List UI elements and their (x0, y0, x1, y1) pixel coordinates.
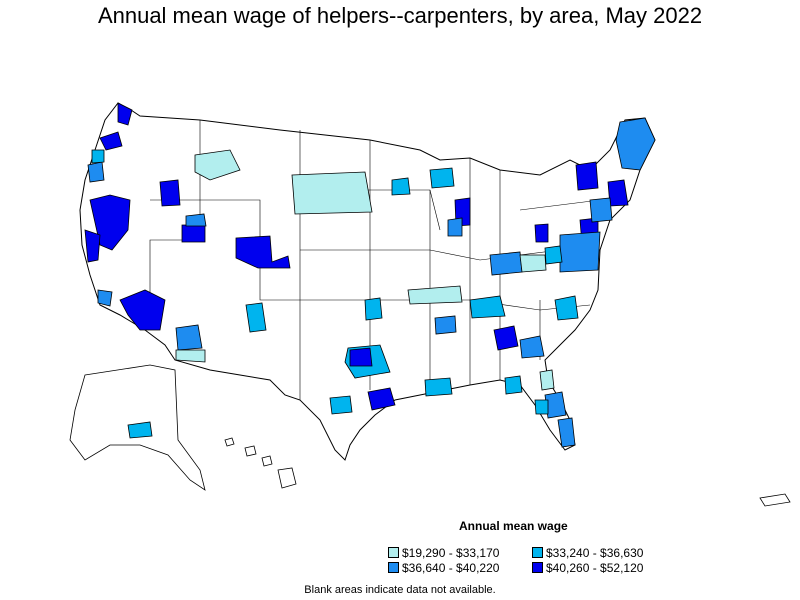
region-tier4 (493, 325, 519, 351)
region-tier1 (194, 149, 241, 181)
region-tier4 (159, 179, 181, 207)
region-tier1 (291, 171, 373, 215)
region-tier3 (447, 217, 463, 237)
region-tier1 (519, 254, 547, 273)
data-availability-note: Blank areas indicate data not available. (304, 584, 496, 596)
legend-swatch (532, 547, 543, 558)
region-tier4 (119, 289, 166, 331)
region-tier2 (391, 177, 411, 196)
map-title: Annual mean wage of helpers--carpenters,… (97, 3, 703, 28)
region-tier4 (181, 224, 206, 243)
hawaii-islands (224, 437, 297, 489)
region-tier2 (504, 375, 523, 395)
region-tier4 (349, 347, 373, 367)
region-tier2 (329, 395, 353, 415)
region-tier2 (429, 167, 455, 189)
region-tier2 (424, 377, 453, 397)
legend-swatch (388, 547, 399, 558)
region-tier4 (534, 223, 549, 243)
legend-swatch (532, 562, 543, 573)
legend-title: Annual mean wage (459, 519, 568, 533)
region-tier3 (489, 251, 523, 276)
legend-label: $40,260 - $52,120 (546, 561, 644, 575)
region-tier2 (91, 149, 105, 164)
legend-label: $19,290 - $33,170 (402, 546, 500, 560)
region-tier3 (557, 417, 576, 448)
region-tier2 (544, 245, 563, 265)
region-tier2 (245, 302, 267, 333)
legend-item-1: $19,290 - $33,170 (388, 547, 499, 560)
region-tier3 (519, 335, 545, 359)
region-tier3 (434, 315, 457, 335)
region-tier3 (185, 213, 207, 227)
region-tier3 (559, 231, 601, 273)
region-tier4 (117, 102, 133, 126)
legend-label: $33,240 - $36,630 (546, 546, 644, 560)
legend-label: $36,640 - $40,220 (402, 561, 500, 575)
region-tier3 (615, 117, 656, 171)
region-tier2 (554, 295, 579, 321)
region-tier4 (367, 387, 396, 411)
region-tier3 (589, 197, 613, 223)
region-tier4 (235, 235, 291, 269)
region-tier4 (99, 131, 123, 151)
region-tier4 (84, 229, 101, 263)
wage-regions (84, 102, 656, 448)
contiguous-us-outline (79, 102, 656, 461)
region-tier4 (607, 179, 629, 207)
region-tier1 (407, 285, 463, 305)
legend-item-3: $36,640 - $40,220 (388, 562, 499, 575)
region-tier4 (575, 161, 599, 191)
region-tier3 (175, 324, 203, 351)
region-tier2 (469, 295, 506, 319)
region-tier3 (87, 161, 105, 183)
legend-item-4: $40,260 - $52,120 (532, 562, 643, 575)
region-tier3 (97, 289, 113, 307)
region-tier2 (364, 297, 383, 321)
region-tier2 (534, 399, 549, 415)
region-tier1 (175, 349, 206, 363)
puerto-rico-outline (759, 493, 791, 507)
legend-swatch (388, 562, 399, 573)
region-tier2 (127, 421, 153, 439)
legend-item-2: $33,240 - $36,630 (532, 547, 643, 560)
region-tier1 (539, 369, 555, 391)
